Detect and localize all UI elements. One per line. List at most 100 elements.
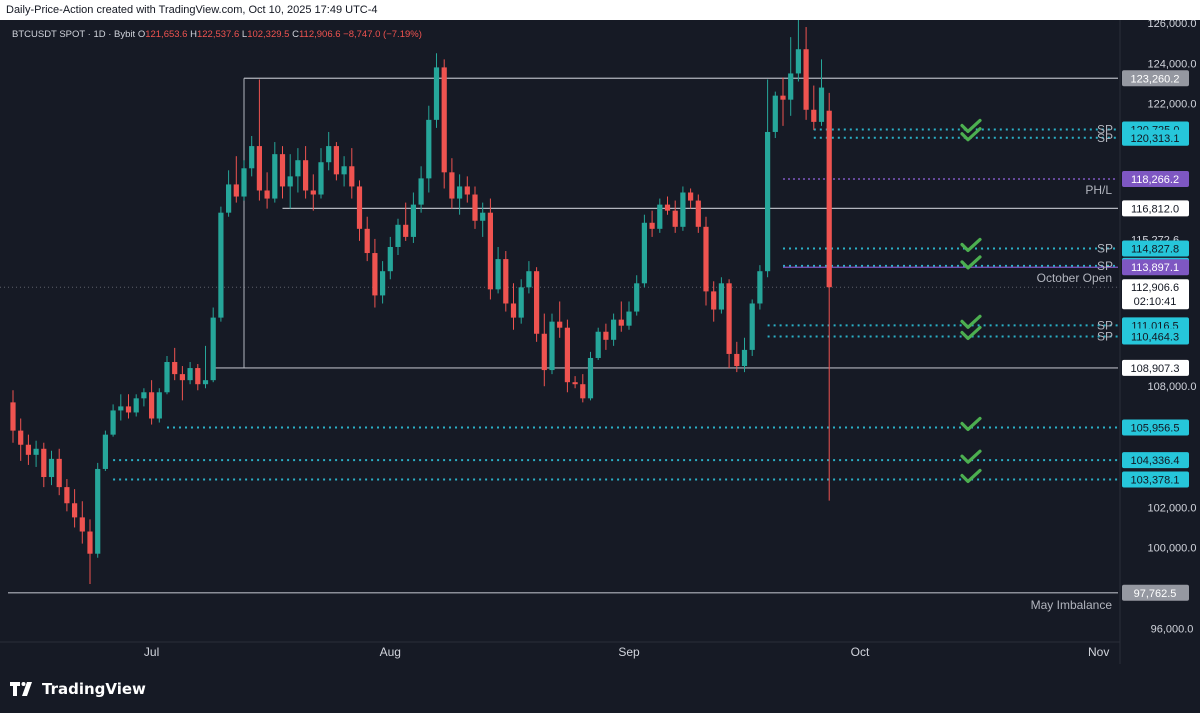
candle[interactable]: [341, 156, 347, 187]
candle[interactable]: [464, 176, 470, 203]
candle[interactable]: [218, 206, 224, 322]
candle[interactable]: [403, 202, 409, 241]
candle[interactable]: [133, 394, 139, 417]
candle[interactable]: [10, 390, 16, 443]
candle[interactable]: [25, 434, 31, 465]
candle[interactable]: [510, 283, 517, 330]
candle[interactable]: [433, 53, 440, 128]
candle[interactable]: [557, 301, 563, 338]
candle[interactable]: [626, 301, 632, 330]
candle[interactable]: [711, 281, 717, 322]
current-price-tag[interactable]: 112,906.6 02:10:41: [1122, 279, 1189, 310]
candle[interactable]: [149, 380, 155, 425]
candle[interactable]: [249, 136, 255, 177]
candle[interactable]: [326, 131, 332, 171]
price-tag[interactable]: 110,464.3: [1122, 328, 1189, 345]
tradingview-brand[interactable]: TradingView: [10, 680, 146, 698]
candle[interactable]: [580, 374, 586, 403]
candle[interactable]: [480, 202, 486, 237]
price-tag[interactable]: 97,762.5: [1122, 584, 1189, 601]
candle[interactable]: [664, 196, 671, 215]
candle[interactable]: [202, 345, 209, 389]
candle[interactable]: [380, 261, 386, 304]
candle[interactable]: [634, 275, 640, 316]
candle[interactable]: [680, 186, 686, 231]
candle[interactable]: [349, 148, 355, 199]
candle[interactable]: [641, 214, 647, 288]
candle[interactable]: [141, 388, 147, 407]
price-tag[interactable]: 108,907.3: [1122, 359, 1189, 376]
candle[interactable]: [518, 279, 524, 324]
candle[interactable]: [387, 236, 393, 280]
price-tag[interactable]: 104,336.4: [1122, 452, 1189, 469]
price-tag[interactable]: 113,897.1: [1122, 259, 1189, 276]
candle[interactable]: [279, 146, 286, 199]
candle[interactable]: [287, 154, 293, 209]
candle[interactable]: [695, 194, 701, 233]
candle[interactable]: [541, 313, 547, 387]
candle[interactable]: [179, 366, 185, 401]
candle[interactable]: [318, 148, 324, 199]
candle[interactable]: [826, 92, 832, 501]
candle[interactable]: [395, 218, 401, 256]
candle[interactable]: [780, 77, 786, 126]
candle[interactable]: [33, 440, 39, 467]
candle[interactable]: [56, 448, 62, 496]
candle[interactable]: [618, 301, 624, 332]
candle[interactable]: [87, 519, 93, 584]
candle[interactable]: [472, 186, 478, 229]
price-tag[interactable]: 116,812.0: [1122, 200, 1189, 217]
price-tag[interactable]: 103,378.1: [1122, 471, 1189, 488]
candle[interactable]: [418, 166, 424, 213]
candle[interactable]: [734, 341, 740, 373]
candle[interactable]: [356, 180, 363, 241]
candle[interactable]: [72, 489, 78, 528]
candle[interactable]: [795, 20, 801, 82]
candle[interactable]: [587, 351, 594, 401]
candle[interactable]: [333, 142, 339, 181]
candle[interactable]: [102, 430, 108, 471]
candle[interactable]: [441, 59, 447, 189]
candle[interactable]: [364, 216, 370, 262]
candle[interactable]: [572, 376, 578, 389]
price-tag[interactable]: 105,956.5: [1122, 419, 1189, 436]
candle[interactable]: [726, 279, 732, 369]
candle[interactable]: [410, 192, 416, 243]
price-tag[interactable]: 123,260.2: [1122, 70, 1189, 87]
candle[interactable]: [95, 462, 101, 558]
candle[interactable]: [187, 362, 193, 385]
candle[interactable]: [79, 501, 85, 544]
candle[interactable]: [503, 251, 509, 312]
candle[interactable]: [526, 261, 532, 294]
candle[interactable]: [64, 479, 70, 512]
candle[interactable]: [449, 158, 455, 209]
candle[interactable]: [818, 59, 825, 126]
candle[interactable]: [41, 442, 47, 488]
candle[interactable]: [741, 337, 748, 373]
candle[interactable]: [549, 313, 555, 375]
candle[interactable]: [457, 174, 463, 215]
candle[interactable]: [788, 37, 794, 116]
candle[interactable]: [272, 142, 278, 203]
candle[interactable]: [672, 200, 678, 233]
candle[interactable]: [125, 394, 132, 419]
time-axis[interactable]: Jul Aug Sep Oct Nov: [0, 641, 1120, 659]
candle[interactable]: [495, 246, 501, 294]
candle[interactable]: [649, 210, 655, 237]
candle[interactable]: [310, 174, 316, 211]
candle[interactable]: [226, 170, 232, 217]
candle[interactable]: [487, 198, 493, 300]
candle[interactable]: [233, 156, 239, 203]
candle[interactable]: [611, 313, 617, 346]
candle[interactable]: [595, 327, 601, 360]
candle[interactable]: [210, 307, 216, 383]
candle[interactable]: [603, 323, 609, 350]
candle[interactable]: [256, 79, 262, 201]
candle[interactable]: [811, 85, 817, 130]
price-tag[interactable]: 120,313.1: [1122, 129, 1189, 146]
price-axis[interactable]: 126,000.0 124,000.0 122,000.0 108,000.0 102,…: [1119, 20, 1196, 664]
candle[interactable]: [718, 277, 724, 314]
candle[interactable]: [426, 105, 432, 193]
candle[interactable]: [164, 355, 170, 395]
candle[interactable]: [18, 418, 24, 461]
